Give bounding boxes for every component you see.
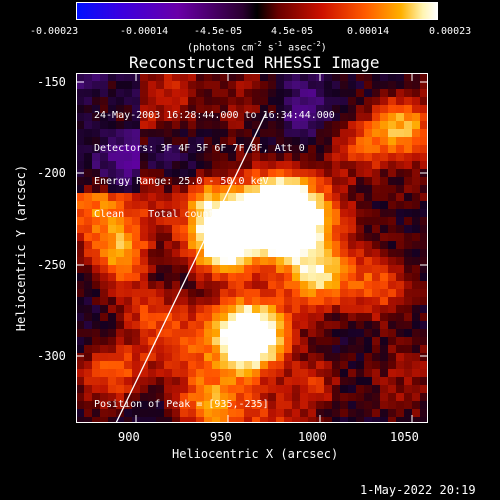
colorbar-tick: 0.00023	[429, 26, 472, 37]
x-axis-label: Heliocentric X (arcsec)	[172, 447, 339, 461]
y-axis-label: Heliocentric Y (arcsec)	[14, 164, 28, 332]
solar-limb-line	[115, 112, 267, 423]
colorbar-tick: -0.00023	[30, 26, 79, 37]
x-tick-label: 1000	[298, 430, 327, 444]
colorbar-tick: 0.00014	[347, 26, 390, 37]
rhessi-image	[76, 73, 428, 423]
x-tick-label: 1050	[390, 430, 419, 444]
y-tick-label: -150	[37, 75, 66, 89]
colorbar-units: (photons cm-2 s-1 asec-2)	[187, 40, 327, 54]
colorbar-tick: -0.00014	[120, 26, 169, 37]
y-tick-label: -300	[37, 349, 66, 363]
image-plot-area: 24-May-2003 16:28:44.000 to 16:34:44.000…	[76, 73, 428, 423]
y-tick-label: -250	[37, 258, 66, 272]
image-info-text: 24-May-2003 16:28:44.000 to 16:34:44.000…	[94, 110, 335, 220]
colorbar-tick: 4.5e-05	[271, 26, 314, 37]
colorbar	[76, 2, 438, 20]
colorbar-tick: -4.5e-05	[194, 26, 243, 37]
x-tick-label: 900	[118, 430, 140, 444]
image-title: Reconstructed RHESSI Image	[129, 53, 380, 72]
footer-timestamp: 1-May-2022 20:19	[360, 483, 476, 497]
y-tick-label: -200	[37, 166, 66, 180]
peak-position-text: Position of Peak = [935,-235]	[94, 399, 269, 410]
x-tick-label: 950	[210, 430, 232, 444]
